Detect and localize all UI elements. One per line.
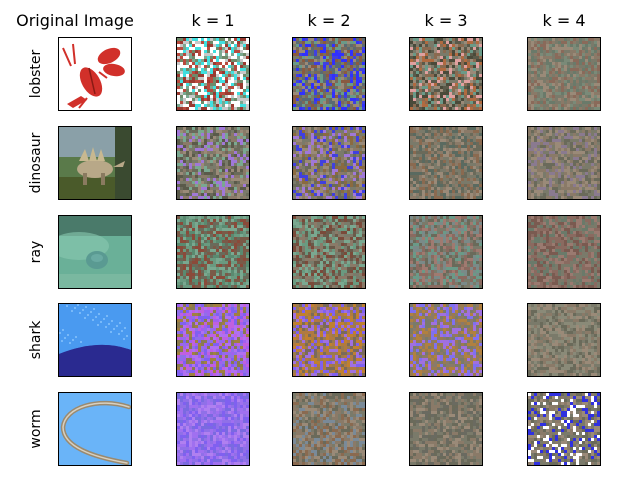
- reconstruction-lobster-k2: [292, 37, 366, 111]
- reconstruction-worm-k1: [176, 392, 250, 466]
- column-title: k = 1: [191, 11, 235, 30]
- original-image-lobster: [58, 37, 132, 111]
- reconstruction-worm-k3: [409, 392, 483, 466]
- reconstruction-dinosaur-k1: [176, 126, 250, 200]
- column-title: k = 2: [307, 11, 351, 30]
- column-title: k = 3: [424, 11, 468, 30]
- original-image-shark: [58, 303, 132, 377]
- reconstruction-dinosaur-k4: [527, 126, 601, 200]
- reconstruction-lobster-k4: [527, 37, 601, 111]
- reconstruction-ray-k3: [409, 215, 483, 289]
- reconstruction-ray-k1: [176, 215, 250, 289]
- reconstruction-ray-k4: [527, 215, 601, 289]
- original-image-ray: [58, 215, 132, 289]
- row-label-dinosaur: dinosaur: [28, 132, 44, 194]
- row-label-lobster: lobster: [28, 49, 44, 99]
- reconstruction-dinosaur-k2: [292, 126, 366, 200]
- row-label-worm: worm: [28, 409, 44, 449]
- row-label-shark: shark: [28, 320, 44, 360]
- row-label-ray: ray: [28, 240, 44, 264]
- reconstruction-lobster-k1: [176, 37, 250, 111]
- column-title: k = 4: [542, 11, 586, 30]
- original-image-worm: [58, 392, 132, 466]
- reconstruction-shark-k1: [176, 303, 250, 377]
- reconstruction-shark-k4: [527, 303, 601, 377]
- reconstruction-worm-k2: [292, 392, 366, 466]
- reconstruction-shark-k3: [409, 303, 483, 377]
- reconstruction-lobster-k3: [409, 37, 483, 111]
- reconstruction-ray-k2: [292, 215, 366, 289]
- original-image-dinosaur: [58, 126, 132, 200]
- column-title: Original Image: [16, 11, 134, 30]
- reconstruction-dinosaur-k3: [409, 126, 483, 200]
- reconstruction-worm-k4: [527, 392, 601, 466]
- reconstruction-shark-k2: [292, 303, 366, 377]
